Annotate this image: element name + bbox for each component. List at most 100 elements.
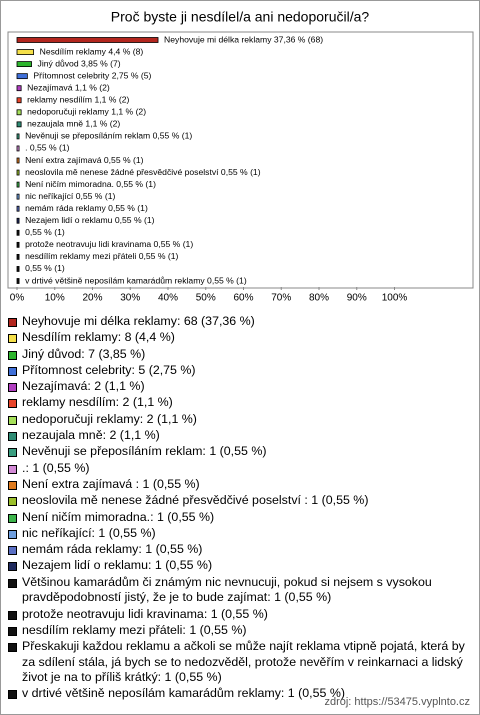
legend-swatch xyxy=(8,318,17,327)
legend-label: v drtivé většině neposílám kamarádům rek… xyxy=(22,686,345,701)
legend-item: nezaujala mně: 2 (1,1 %) xyxy=(8,428,470,444)
legend-item: Nezajímavá: 2 (1,1 %) xyxy=(8,379,470,395)
bar-label: nedoporučuji reklamy 1,1 % (2) xyxy=(27,107,146,117)
chart-title: Proč byste ji nesdílel/a ani nedoporučil… xyxy=(111,9,370,25)
legend-swatch xyxy=(8,513,17,523)
bar-label: protože neotravuju lidi kravinama 0,55 %… xyxy=(25,239,193,249)
bar-label: v drtivé většině neposílám kamarádům rek… xyxy=(25,275,247,285)
x-tick-label: 100% xyxy=(382,293,408,304)
bar xyxy=(16,97,22,104)
bar-label: nesdílím reklamy mezi přáteli 0,55 % (1) xyxy=(25,251,178,261)
legend-swatch xyxy=(8,643,17,653)
bar xyxy=(16,49,35,55)
legend: Neyhovuje mi délka reklamy: 68 (37,36 %)… xyxy=(8,314,470,703)
bar xyxy=(16,217,20,224)
legend-item: Nevěnuji se přeposíláním reklam: 1 (0,55… xyxy=(8,444,470,460)
legend-label: nic neříkající: 1 (0,55 %) xyxy=(22,525,156,540)
x-tick-label: 60% xyxy=(233,293,253,304)
bar-label: Nezajem lidí o reklamu 0,55 % (1) xyxy=(25,215,155,225)
legend-label: Nevěnuji se přeposíláním reklam: 1 (0,55… xyxy=(22,444,267,459)
legend-label: Přeskakuji každou reklamu a ačkoli se mů… xyxy=(22,639,465,685)
bar xyxy=(16,121,22,128)
legend-label: Není ničím mimoradna.: 1 (0,55 %) xyxy=(22,509,215,524)
legend-item: Nesdílím reklamy: 8 (4,4 %) xyxy=(8,330,470,346)
legend-label: nemám ráda reklamy: 1 (0,55 %) xyxy=(22,542,203,557)
x-tick-label: 40% xyxy=(158,293,178,304)
legend-item: v drtivé většině neposílám kamarádům rek… xyxy=(8,686,470,702)
bar xyxy=(16,61,32,67)
bar-label: Nezajímavá 1,1 % (2) xyxy=(27,82,110,92)
legend-item: nedoporučuji reklamy: 2 (1,1 %) xyxy=(8,412,470,428)
x-tick-label: 20% xyxy=(82,293,102,304)
bar-label: Jiný důvod 3,85 % (7) xyxy=(38,58,121,68)
x-tick-label: 50% xyxy=(196,293,216,304)
legend-swatch xyxy=(8,626,17,636)
legend-label: reklamy nesdílím: 2 (1,1 %) xyxy=(22,395,173,410)
bar-label: nezaujala mně 1,1 % (2) xyxy=(27,119,120,129)
legend-label: Nezajímavá: 2 (1,1 %) xyxy=(22,379,145,394)
legend-label: nesdílím reklamy mezi přáteli: 1 (0,55 %… xyxy=(22,622,247,637)
bar-label: neoslovila mě nenese žádné přesvědčivé p… xyxy=(25,167,261,177)
legend-item: Neyhovuje mi délka reklamy: 68 (37,36 %) xyxy=(8,314,470,330)
bar xyxy=(16,181,20,188)
bar xyxy=(16,37,159,43)
x-tick-label: 70% xyxy=(271,293,291,304)
bar-label: Neyhovuje mi délka reklamy 37,36 % (68) xyxy=(164,34,323,44)
footer: zdroj: https://53475.vyplnto.cz xyxy=(324,696,470,708)
legend-item: Jiný důvod: 7 (3,85 %) xyxy=(8,347,470,363)
legend-swatch xyxy=(8,480,17,490)
legend-item: Přeskakuji každou reklamu a ačkoli se mů… xyxy=(8,639,470,686)
legend-label: Neyhovuje mi délka reklamy: 68 (37,36 %) xyxy=(22,314,255,328)
legend-swatch xyxy=(8,432,17,442)
legend-swatch xyxy=(8,529,17,539)
chart: Proč byste ji nesdílel/a ani nedoporučil… xyxy=(7,9,474,304)
legend-swatch xyxy=(8,350,17,360)
bar-label: Nesdílím reklamy 4,4 % (8) xyxy=(40,46,144,56)
bar xyxy=(16,278,20,284)
legend-item: Přítomnost celebrity: 5 (2,75 %) xyxy=(8,363,470,379)
bar xyxy=(16,193,20,200)
legend-label: Jiný důvod: 7 (3,85 %) xyxy=(22,346,146,361)
legend-swatch xyxy=(8,546,17,556)
bar xyxy=(16,133,20,140)
legend-label: Nezajem lidí o reklamu: 1 (0,55 %) xyxy=(22,558,213,573)
bar-label: nemám ráda reklamy 0,55 % (1) xyxy=(25,203,148,213)
bar xyxy=(16,157,20,164)
bar-label: Přítomnost celebrity 2,75 % (5) xyxy=(33,70,151,80)
legend-item: Nezajem lidí o reklamu: 1 (0,55 %) xyxy=(8,558,470,574)
legend-swatch xyxy=(8,415,17,425)
x-tick-label: 90% xyxy=(347,293,367,304)
legend-item: .: 1 (0,55 %) xyxy=(8,461,470,477)
legend-label: protože neotravuju lidi kravinama: 1 (0,… xyxy=(22,606,268,621)
legend-swatch xyxy=(8,464,17,474)
legend-label: Přítomnost celebrity: 5 (2,75 %) xyxy=(22,362,196,377)
legend-swatch xyxy=(8,334,17,344)
legend-label: nezaujala mně: 2 (1,1 %) xyxy=(22,428,160,443)
x-tick-label: 10% xyxy=(45,293,65,304)
bar xyxy=(16,145,20,152)
bar xyxy=(16,85,22,92)
legend-item: neoslovila mě nenese žádné přesvědčivé p… xyxy=(8,493,470,509)
x-tick-label: 0% xyxy=(10,293,25,304)
legend-swatch xyxy=(8,578,17,588)
bar xyxy=(16,73,28,80)
bar-label: Není ničím mimoradna. 0,55 % (1) xyxy=(25,179,156,189)
bar xyxy=(16,253,20,260)
bar-label: 0,55 % (1) xyxy=(25,227,65,237)
bar-label: Není extra zajímavá 0,55 % (1) xyxy=(25,155,144,165)
legend-item: nesdílím reklamy mezi přáteli: 1 (0,55 %… xyxy=(8,623,470,639)
legend-label: .: 1 (0,55 %) xyxy=(22,460,90,475)
legend-swatch xyxy=(8,562,17,572)
legend-swatch xyxy=(8,610,17,620)
bar xyxy=(16,229,20,236)
bar xyxy=(16,169,20,176)
bar xyxy=(16,266,20,272)
x-tick-label: 80% xyxy=(309,293,329,304)
legend-item: Není extra zajímavá : 1 (0,55 %) xyxy=(8,477,470,493)
legend-swatch xyxy=(8,383,17,393)
legend-label: Není extra zajímavá : 1 (0,55 %) xyxy=(22,476,200,491)
legend-item: Není ničím mimoradna.: 1 (0,55 %) xyxy=(8,510,470,526)
legend-swatch xyxy=(8,366,17,376)
bar-label: Nevěnuji se přeposíláním reklam 0,55 % (… xyxy=(25,131,192,141)
